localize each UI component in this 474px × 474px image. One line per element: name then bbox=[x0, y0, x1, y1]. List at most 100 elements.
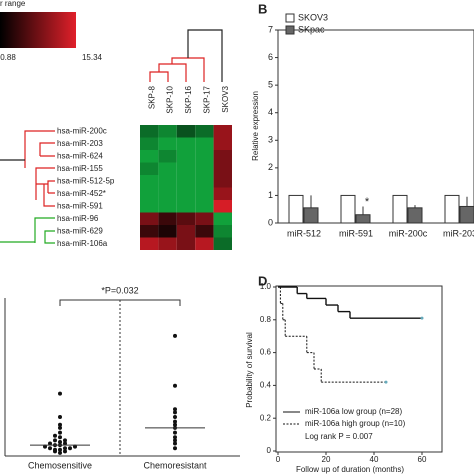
bracket bbox=[59, 299, 181, 306]
point bbox=[48, 446, 52, 451]
point bbox=[63, 438, 67, 443]
point bbox=[58, 422, 62, 427]
heatmap-cell bbox=[158, 225, 177, 238]
row-label: hsa-miR-200c bbox=[57, 126, 107, 135]
point bbox=[58, 447, 62, 452]
x-tick-label: miR-203 bbox=[443, 228, 474, 238]
y-axis-title: Relative expression bbox=[251, 91, 260, 161]
point bbox=[173, 407, 177, 412]
p-value: *P=0.032 bbox=[101, 285, 138, 295]
heatmap-cell bbox=[213, 200, 232, 213]
heatmap-cell bbox=[158, 237, 177, 250]
heatmap-cell bbox=[176, 212, 196, 225]
heatmap-cell bbox=[158, 137, 177, 150]
y-tick-label: 0.8 bbox=[260, 315, 272, 324]
heatmap-title: r range bbox=[0, 0, 26, 8]
x-tick-label: Chemosensitive bbox=[28, 460, 92, 470]
heatmap-cell bbox=[195, 200, 214, 213]
point bbox=[58, 435, 62, 440]
point bbox=[53, 433, 57, 438]
heatmap-cell bbox=[213, 162, 232, 175]
heatmap-cell bbox=[176, 225, 196, 238]
heatmap-cell bbox=[176, 162, 196, 175]
legend-label: miR-106a high group (n=10) bbox=[305, 419, 406, 428]
y-tick-label: 0.4 bbox=[260, 381, 272, 390]
heatmap-cell bbox=[176, 137, 196, 150]
point bbox=[173, 422, 177, 427]
heatmap-cell bbox=[176, 175, 196, 188]
y-tick-label: 3 bbox=[268, 135, 273, 145]
bar bbox=[444, 194, 460, 224]
point bbox=[173, 383, 177, 388]
heatmap-cell bbox=[213, 175, 232, 188]
point bbox=[58, 430, 62, 435]
y-tick-label: 0.2 bbox=[260, 413, 272, 422]
y-tick-label: 7 bbox=[268, 24, 273, 34]
x-axis-title: Follow up of duration (months) bbox=[296, 465, 404, 474]
column-label: SKP-10 bbox=[166, 85, 175, 113]
legend-label: SKOV3 bbox=[298, 12, 328, 22]
colorbar bbox=[0, 12, 76, 48]
panel-label: B bbox=[258, 1, 267, 16]
heatmap-cell bbox=[213, 187, 232, 200]
heatmap-cell bbox=[213, 225, 232, 238]
heatmap-cell bbox=[195, 212, 214, 225]
row-label: hsa-miR-452* bbox=[57, 189, 106, 198]
colorbar-tick-label: 0.88 bbox=[0, 53, 16, 62]
heatmap-cell bbox=[158, 200, 177, 213]
heatmap-cell bbox=[176, 150, 196, 163]
panel-label: D bbox=[258, 273, 267, 288]
point bbox=[63, 446, 67, 451]
heatmap-cell bbox=[140, 150, 159, 163]
point bbox=[68, 446, 72, 451]
y-tick-label: 0 bbox=[267, 446, 272, 455]
censor-mark bbox=[384, 380, 388, 384]
x-tick-label: miR-591 bbox=[339, 228, 373, 238]
heatmap-cell bbox=[140, 175, 159, 188]
point bbox=[58, 391, 62, 396]
heatmap-cell bbox=[140, 162, 159, 175]
point bbox=[53, 447, 57, 452]
heatmap-cell bbox=[195, 150, 214, 163]
heatmap-cell bbox=[158, 187, 177, 200]
column-label: SKP-8 bbox=[147, 85, 156, 109]
heatmap-cell bbox=[158, 125, 177, 138]
row-label: hsa-miR-155 bbox=[57, 164, 103, 173]
y-tick-label: 0 bbox=[268, 217, 273, 227]
y-axis-title: Probability of survival bbox=[245, 332, 254, 408]
y-tick-label: 2 bbox=[268, 162, 273, 172]
column-label: SKP-16 bbox=[184, 85, 193, 113]
y-tick-label: 1 bbox=[268, 190, 273, 200]
heatmap-cell bbox=[195, 162, 214, 175]
y-tick-label: 4 bbox=[268, 107, 273, 117]
heatmap-cell bbox=[140, 137, 159, 150]
x-tick-label: 40 bbox=[370, 455, 379, 464]
log-rank: Log rank P = 0.007 bbox=[305, 432, 373, 441]
point bbox=[173, 441, 177, 446]
heatmap-cell bbox=[195, 237, 214, 250]
x-tick-label: miR-512 bbox=[287, 228, 321, 238]
y-tick-label: 6 bbox=[268, 52, 273, 62]
x-tick-label: 0 bbox=[276, 455, 281, 464]
point bbox=[58, 425, 62, 430]
x-tick-label: 20 bbox=[322, 455, 331, 464]
heatmap-cell bbox=[213, 212, 232, 225]
heatmap-cell bbox=[195, 187, 214, 200]
heatmap-cell bbox=[158, 162, 177, 175]
heatmap-cell bbox=[158, 175, 177, 188]
point bbox=[58, 439, 62, 444]
heatmap-cell bbox=[195, 175, 214, 188]
heatmap-cell bbox=[213, 137, 232, 150]
row-label: hsa-miR-629 bbox=[57, 226, 103, 235]
legend-label: miR-106a low group (n=28) bbox=[305, 407, 402, 416]
axes-box bbox=[277, 29, 474, 224]
legend-swatch bbox=[285, 25, 295, 35]
point bbox=[53, 438, 57, 443]
x-tick-label: miR-200c bbox=[389, 228, 428, 238]
row-label: hsa-miR-624 bbox=[57, 151, 103, 160]
point bbox=[173, 446, 177, 451]
heatmap-cell bbox=[176, 237, 196, 250]
point bbox=[43, 444, 47, 449]
heatmap-cell bbox=[158, 150, 177, 163]
